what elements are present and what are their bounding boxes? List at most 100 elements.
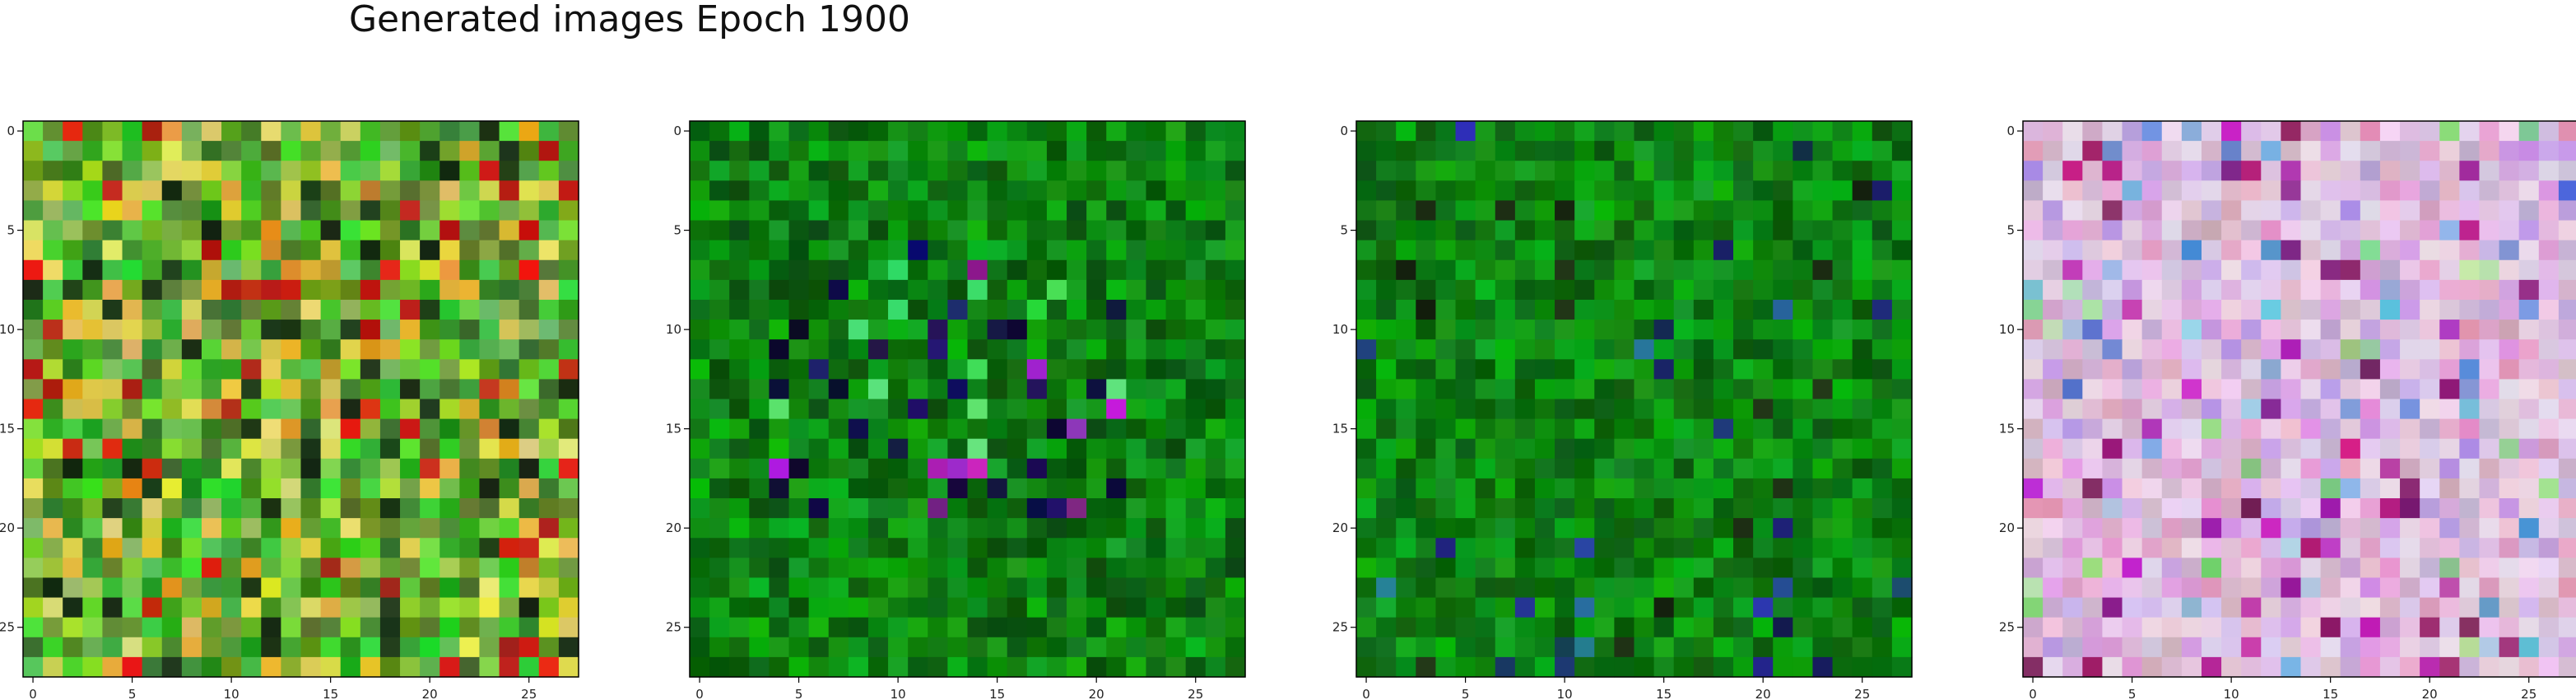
pixel-cell [2261, 498, 2281, 519]
pixel-cell [967, 597, 988, 618]
pixel-cell [1852, 418, 1873, 440]
pixel-cell [281, 478, 302, 499]
generated-image-1 [23, 121, 579, 678]
pixel-cell [2518, 161, 2540, 181]
pixel-cell [23, 498, 44, 519]
pixel-cell [1753, 478, 1774, 499]
pixel-cell [2221, 656, 2242, 678]
pixel-cell [1793, 359, 1814, 380]
pixel-cell [1534, 438, 1555, 460]
pixel-cell [1673, 458, 1695, 479]
pixel-cell [2538, 359, 2560, 380]
pixel-cell [2439, 438, 2460, 460]
pixel-cell [360, 220, 381, 241]
pixel-cell [420, 518, 440, 539]
pixel-cell [1396, 180, 1416, 202]
pixel-cell [459, 577, 481, 599]
pixel-cell [908, 478, 928, 499]
pixel-cell [1713, 180, 1734, 202]
pixel-cell [360, 458, 381, 479]
pixel-cell [2023, 498, 2044, 519]
pixel-cell [1007, 597, 1028, 618]
pixel-cell [2043, 339, 2063, 360]
pixel-cell [967, 141, 988, 161]
pixel-cell [320, 379, 342, 400]
pixel-cell [558, 379, 579, 400]
pixel-cell [1146, 458, 1167, 479]
pixel-cell [709, 279, 730, 301]
pixel-cell [848, 339, 869, 360]
pixel-cell [1126, 577, 1147, 599]
pixel-cell [122, 558, 143, 579]
pixel-cell [2023, 121, 2044, 142]
pixel-cell [400, 180, 421, 202]
pixel-cell [43, 418, 63, 440]
pixel-cell [2439, 299, 2460, 320]
pixel-cell [2241, 279, 2262, 301]
pixel-cell [1555, 279, 1575, 301]
pixel-cell [181, 180, 202, 202]
pixel-cell [300, 656, 322, 678]
pixel-cell [2261, 320, 2281, 340]
pixel-cell [1713, 141, 1734, 161]
pixel-cell [2122, 498, 2143, 519]
pixel-cell [2360, 617, 2381, 638]
generated-image-2 [690, 121, 1246, 678]
pixel-cell [749, 121, 770, 142]
pixel-cell [1852, 558, 1873, 579]
pixel-cell [1475, 558, 1496, 579]
pixel-cell [2499, 438, 2520, 460]
pixel-cell [690, 379, 710, 400]
pixel-cell [1693, 379, 1714, 400]
pixel-cell [888, 359, 909, 380]
pixel-cell [2221, 597, 2242, 618]
pixel-cell [1495, 656, 1516, 678]
pixel-cell [420, 458, 440, 479]
pixel-cell [1534, 498, 1555, 519]
pixel-cell [749, 577, 770, 599]
pixel-cell [2221, 121, 2242, 142]
pixel-cell [2360, 320, 2381, 340]
pixel-cell [1225, 240, 1246, 261]
pixel-cell [1555, 498, 1575, 519]
pixel-cell [2122, 478, 2143, 499]
pixel-cell [1007, 141, 1028, 161]
pixel-cell [769, 379, 790, 400]
axes-frame [2022, 120, 2576, 678]
pixel-cell [379, 558, 401, 579]
pixel-cell [201, 498, 222, 519]
pixel-cell [400, 438, 421, 460]
pixel-cell [1753, 379, 1774, 400]
pixel-cell [2082, 538, 2104, 558]
pixel-cell [439, 478, 460, 499]
pixel-cell [1614, 320, 1635, 340]
pixel-cell [867, 478, 889, 499]
pixel-cell [788, 418, 810, 440]
pixel-cell [828, 141, 849, 161]
pixel-cell [1007, 220, 1028, 241]
pixel-cell [808, 538, 830, 558]
pixel-cell [1733, 458, 1754, 479]
pixel-cell [261, 498, 281, 519]
pixel-cell [102, 180, 123, 202]
pixel-cell [181, 438, 202, 460]
pixel-cell [2340, 558, 2361, 579]
pixel-cell [1376, 518, 1397, 539]
pixel-cell [142, 538, 163, 558]
pixel-cell [23, 418, 44, 440]
pixel-cell [2340, 418, 2361, 440]
pixel-cell [2360, 161, 2381, 181]
pixel-cell [867, 141, 889, 161]
pixel-cell [2221, 240, 2242, 261]
pixel-cell [1852, 200, 1873, 222]
pixel-cell [161, 339, 183, 360]
pixel-cell [2023, 259, 2044, 281]
pixel-cell [2082, 240, 2104, 261]
pixel-cell [2439, 359, 2460, 380]
pixel-cell [2102, 161, 2123, 181]
pixel-cell [1634, 518, 1655, 539]
pixel-cell [2300, 558, 2322, 579]
x-tick-label: 25 [1854, 687, 1870, 700]
pixel-cell [1416, 597, 1437, 618]
pixel-cell [1225, 418, 1246, 440]
